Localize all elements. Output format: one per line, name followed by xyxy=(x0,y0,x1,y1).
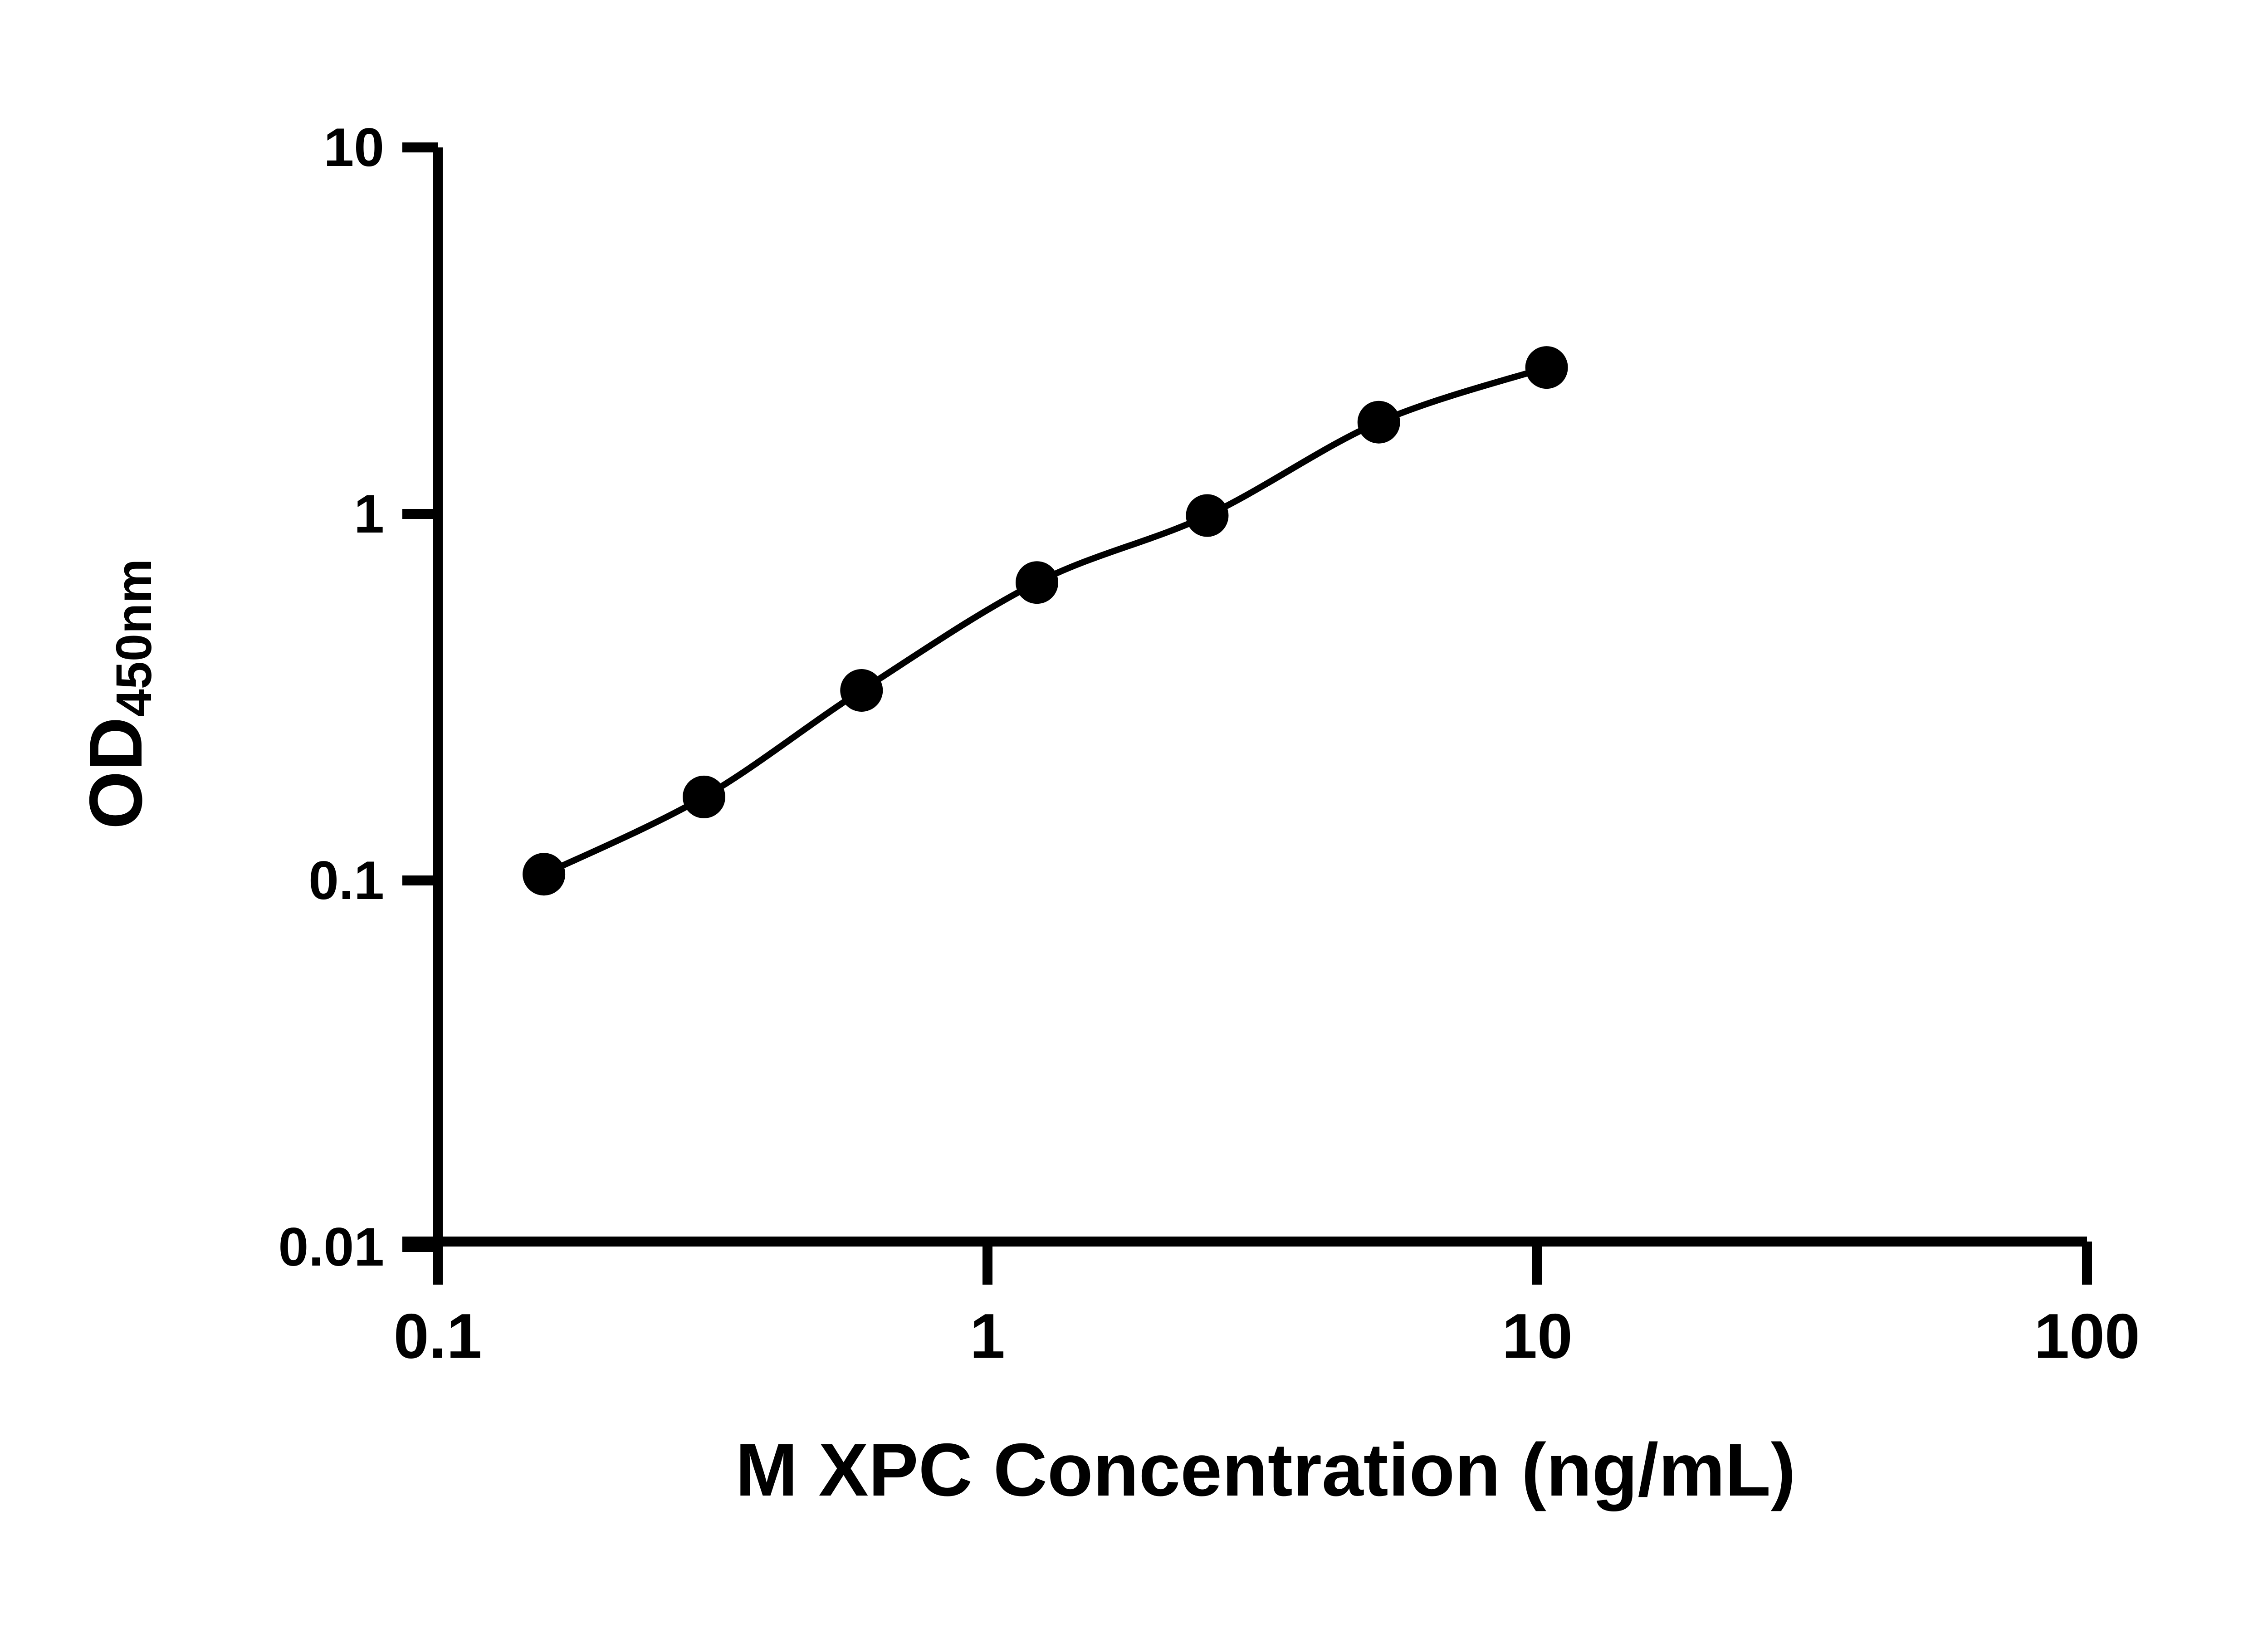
y-tick-labels: 0.01 0.1 1 10 xyxy=(278,117,384,1277)
y-tick-label: 1 xyxy=(354,484,384,544)
y-axis-title: OD450nm xyxy=(74,559,162,829)
svg-text:OD450nm: OD450nm xyxy=(74,559,162,829)
x-axis-title: M XPC Concentration (ng/mL) xyxy=(735,1428,1795,1511)
x-tick-label: 1 xyxy=(970,1301,1005,1372)
x-tick-label: 0.1 xyxy=(394,1301,482,1372)
x-tick-label: 10 xyxy=(1502,1301,1573,1372)
y-tick-label: 10 xyxy=(324,117,384,178)
y-tick-label: 0.1 xyxy=(308,850,384,911)
axes-layer xyxy=(402,147,2087,1285)
y-axis-title-subscript: 450nm xyxy=(106,559,162,717)
x-tick-labels: 0.1 1 10 100 xyxy=(394,1301,2140,1372)
data-point-marker: 10.4, 2.51 xyxy=(1525,346,1568,389)
y-axis-title-main: OD xyxy=(74,717,157,830)
data-point-marker: 0.59, 0.33 xyxy=(840,669,883,712)
data-point-marker: 1.23, 0.65 xyxy=(1016,561,1058,604)
tick-marks-layer xyxy=(402,142,2092,1285)
y-tick-label: 0.01 xyxy=(278,1217,384,1277)
data-point-marker: 5.15, 1.78 xyxy=(1357,401,1400,444)
data-point-marker: 2.51, 0.99 xyxy=(1186,494,1229,537)
data-series-layer: 0.156, 0.104 0.305, 0.169 0.59, 0.33 1.23, … xyxy=(523,346,1568,896)
data-point-marker: 0.156, 0.104 xyxy=(523,853,566,896)
x-tick-label: 100 xyxy=(2034,1301,2140,1372)
data-point-marker: 0.305, 0.169 xyxy=(683,775,725,818)
